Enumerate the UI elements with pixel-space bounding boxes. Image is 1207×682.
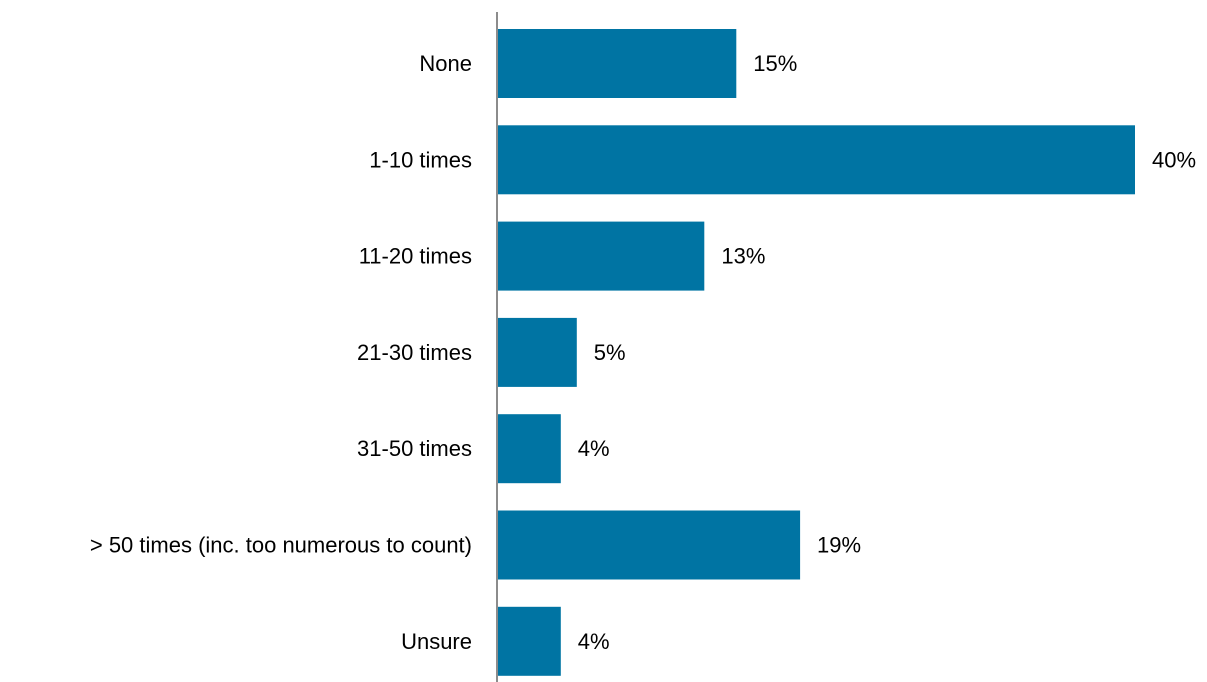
category-label: 31-50 times — [357, 436, 472, 461]
value-label: 4% — [578, 436, 610, 461]
category-label: 1-10 times — [369, 147, 472, 172]
value-label: 4% — [578, 629, 610, 654]
bar — [497, 125, 1135, 195]
category-label: None — [419, 51, 472, 76]
bar — [497, 606, 561, 676]
category-label: 21-30 times — [357, 340, 472, 365]
bar — [497, 414, 561, 484]
bar — [497, 29, 737, 98]
bar — [497, 317, 577, 387]
bar — [497, 221, 705, 291]
value-label: 15% — [753, 51, 797, 76]
value-label: 40% — [1152, 147, 1196, 172]
category-labels-group: None 1-10 times 11-20 times 21-30 times 31-5… — [90, 51, 472, 654]
category-label: Unsure — [401, 629, 472, 654]
value-label: 13% — [721, 244, 765, 269]
value-label: 19% — [817, 533, 861, 558]
bars-group — [497, 29, 1135, 676]
value-label: 5% — [594, 340, 626, 365]
bar — [497, 510, 801, 580]
category-label: 11-20 times — [359, 244, 472, 269]
category-label: > 50 times (inc. too numerous to count) — [90, 533, 472, 558]
value-labels-group: 15% 40% 13% 5% 4% 19% 4% — [578, 51, 1196, 654]
